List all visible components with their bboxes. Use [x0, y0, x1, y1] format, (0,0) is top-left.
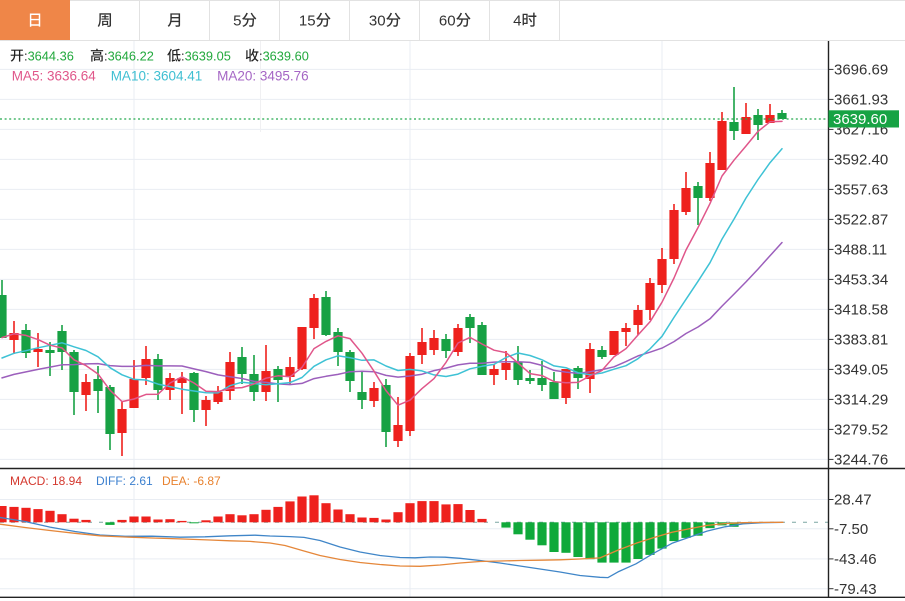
svg-text::3646.22: :3646.22 [104, 49, 154, 64]
svg-text:4: 4 [513, 13, 521, 30]
svg-text:3696.69: 3696.69 [834, 62, 888, 79]
svg-text:3314.29: 3314.29 [834, 392, 888, 409]
svg-text:3488.11: 3488.11 [834, 242, 887, 259]
svg-text:28.47: 28.47 [834, 492, 872, 509]
svg-text:3453.34: 3453.34 [834, 272, 888, 289]
svg-text:MACD: 18.94: MACD: 18.94 [10, 474, 82, 488]
svg-text:DEA: -6.87: DEA: -6.87 [162, 474, 221, 488]
svg-text:3592.40: 3592.40 [834, 152, 888, 169]
svg-text:5: 5 [233, 13, 241, 30]
svg-text::3639.05: :3639.05 [181, 49, 231, 64]
svg-text::3644.36: :3644.36 [24, 49, 74, 64]
svg-text::3639.60: :3639.60 [259, 49, 309, 64]
svg-text:3661.93: 3661.93 [834, 92, 888, 109]
svg-text:MA5: 3636.64: MA5: 3636.64 [12, 69, 97, 84]
svg-text:3244.76: 3244.76 [834, 452, 888, 469]
svg-text:3383.81: 3383.81 [834, 332, 888, 349]
svg-text:30: 30 [369, 13, 386, 30]
svg-text:MA10: 3604.41: MA10: 3604.41 [111, 69, 203, 84]
svg-text:15: 15 [299, 13, 316, 30]
svg-text:3279.52: 3279.52 [834, 422, 888, 439]
svg-text:-79.43: -79.43 [834, 581, 877, 598]
svg-text:MA20: 3495.76: MA20: 3495.76 [217, 69, 309, 84]
svg-text:-43.46: -43.46 [834, 551, 877, 568]
svg-text:-7.50: -7.50 [834, 521, 868, 538]
svg-text:3349.05: 3349.05 [834, 362, 888, 379]
svg-text:DIFF: 2.61: DIFF: 2.61 [96, 474, 153, 488]
svg-text:3522.87: 3522.87 [834, 212, 888, 229]
svg-text:60: 60 [439, 13, 456, 30]
svg-text:3639.60: 3639.60 [833, 111, 887, 128]
svg-text:3418.58: 3418.58 [834, 302, 888, 319]
svg-text:3557.63: 3557.63 [834, 182, 888, 199]
